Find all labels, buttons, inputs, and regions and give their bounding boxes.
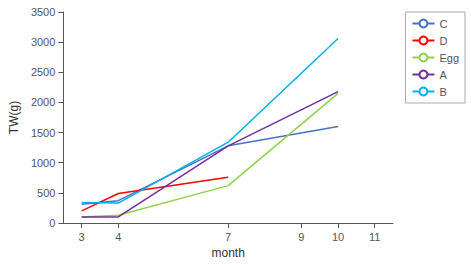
svg-text:11: 11 (369, 231, 380, 243)
svg-text:D: D (439, 35, 447, 47)
svg-text:month: month (212, 246, 245, 260)
svg-text:TW(g): TW(g) (7, 101, 21, 134)
svg-text:4: 4 (115, 231, 121, 243)
svg-text:3000: 3000 (31, 36, 55, 48)
svg-text:Egg: Egg (439, 52, 459, 64)
svg-text:2500: 2500 (31, 66, 55, 78)
svg-text:9: 9 (298, 231, 304, 243)
svg-text:7: 7 (225, 231, 231, 243)
svg-text:C: C (439, 18, 447, 30)
svg-text:1000: 1000 (31, 157, 55, 169)
svg-text:500: 500 (37, 187, 55, 199)
svg-text:3500: 3500 (31, 6, 55, 18)
svg-text:2000: 2000 (31, 96, 55, 108)
svg-text:3: 3 (79, 231, 85, 243)
svg-text:B: B (439, 86, 446, 98)
svg-text:A: A (439, 69, 447, 81)
svg-text:0: 0 (49, 217, 55, 229)
svg-text:1500: 1500 (31, 127, 55, 139)
svg-text:10: 10 (332, 231, 344, 243)
